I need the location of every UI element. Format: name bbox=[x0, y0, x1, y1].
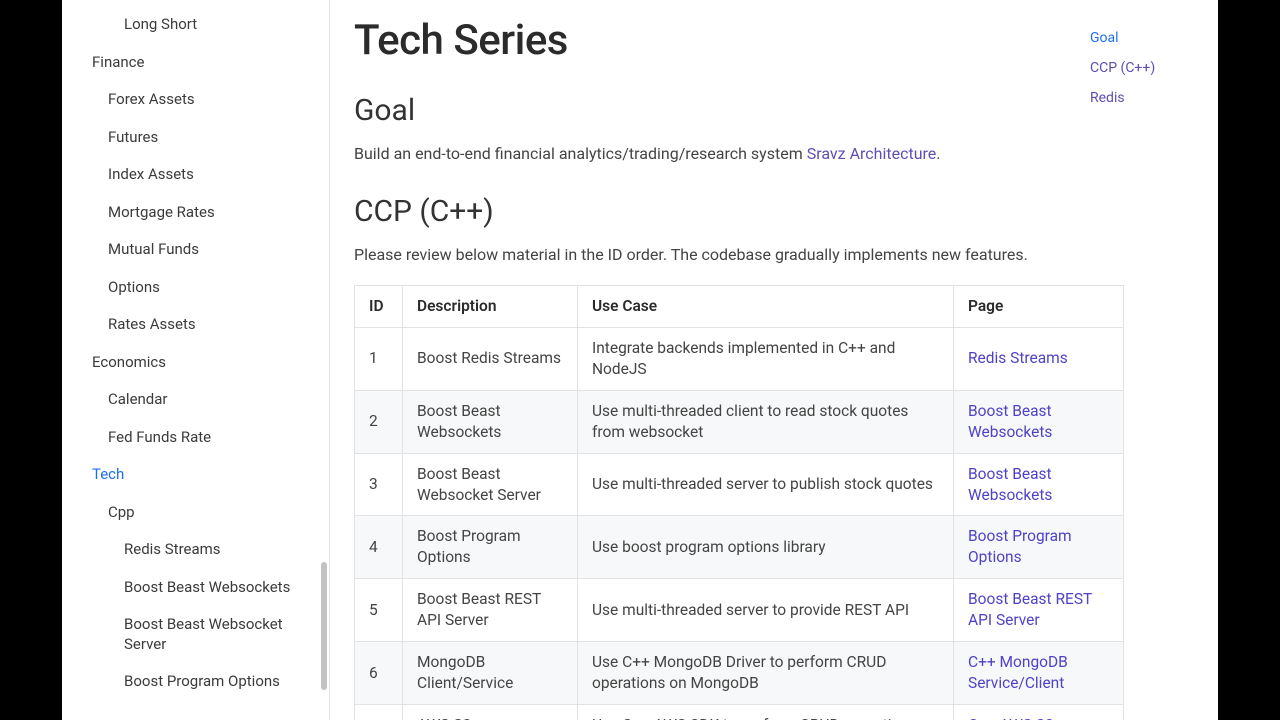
cell-id: 2 bbox=[355, 390, 403, 453]
col-description: Description bbox=[403, 286, 578, 328]
sravz-architecture-link[interactable]: Sravz Architecture bbox=[807, 144, 937, 163]
sidebar-item-mortgage-rates[interactable]: Mortgage Rates bbox=[62, 194, 329, 232]
cell-use-case: Use multi-threaded server to publish sto… bbox=[578, 453, 954, 516]
sidebar-item-options[interactable]: Options bbox=[62, 269, 329, 307]
sidebar-item-boost-program-options[interactable]: Boost Program Options bbox=[62, 663, 329, 701]
page-link[interactable]: Boost Beast REST API Server bbox=[968, 590, 1092, 629]
page-link[interactable]: C++ AWS S3 Service/Client bbox=[968, 716, 1064, 720]
sidebar-item-boost-beast-websockets[interactable]: Boost Beast Websockets bbox=[62, 569, 329, 607]
toc-link-goal[interactable]: Goal bbox=[1090, 30, 1200, 46]
cell-use-case: Integrate backends implemented in C++ an… bbox=[578, 327, 954, 390]
sidebar-item-tech[interactable]: Tech bbox=[62, 456, 329, 494]
goal-paragraph: Build an end-to-end financial analytics/… bbox=[354, 142, 1124, 166]
toc-link-ccp-c-[interactable]: CCP (C++) bbox=[1090, 60, 1200, 76]
page-link[interactable]: Redis Streams bbox=[968, 349, 1068, 367]
col-use-case: Use Case bbox=[578, 286, 954, 328]
sidebar-scrollbar[interactable] bbox=[321, 562, 327, 690]
cell-description: MongoDB Client/Service bbox=[403, 642, 578, 705]
sidebar-item-redis-streams[interactable]: Redis Streams bbox=[62, 531, 329, 569]
cell-id: 7 bbox=[355, 704, 403, 720]
sidebar-item-fed-funds-rate[interactable]: Fed Funds Rate bbox=[62, 419, 329, 457]
sidebar-item-boost-beast-websocket-server[interactable]: Boost Beast Websocket Server bbox=[62, 606, 329, 663]
cell-use-case: Use C++ AWS SDK to perform CRUD operatio… bbox=[578, 704, 954, 720]
cell-description: Boost Beast Websockets bbox=[403, 390, 578, 453]
cell-id: 4 bbox=[355, 516, 403, 579]
cell-description: AWS S3 Client/Service bbox=[403, 704, 578, 720]
cell-use-case: Use boost program options library bbox=[578, 516, 954, 579]
ccp-intro: Please review below material in the ID o… bbox=[354, 243, 1124, 267]
cell-page: Boost Program Options bbox=[954, 516, 1124, 579]
cell-page: Boost Beast REST API Server bbox=[954, 579, 1124, 642]
col-page: Page bbox=[954, 286, 1124, 328]
table-row: 5Boost Beast REST API ServerUse multi-th… bbox=[355, 579, 1124, 642]
cell-id: 3 bbox=[355, 453, 403, 516]
page-link[interactable]: Boost Program Options bbox=[968, 527, 1072, 566]
table-row: 4Boost Program OptionsUse boost program … bbox=[355, 516, 1124, 579]
cell-id: 5 bbox=[355, 579, 403, 642]
cell-page: Boost Beast Websockets bbox=[954, 390, 1124, 453]
cell-use-case: Use multi-threaded server to provide RES… bbox=[578, 579, 954, 642]
sidebar-item-finance[interactable]: Finance bbox=[62, 44, 329, 82]
sidebar-nav: Long ShortFinanceForex AssetsFuturesInde… bbox=[62, 0, 330, 720]
ccp-table: ID Description Use Case Page 1Boost Redi… bbox=[354, 285, 1124, 720]
sidebar-item-rates-assets[interactable]: Rates Assets bbox=[62, 306, 329, 344]
table-row: 1Boost Redis StreamsIntegrate backends i… bbox=[355, 327, 1124, 390]
sidebar-item-forex-assets[interactable]: Forex Assets bbox=[62, 81, 329, 119]
cell-id: 6 bbox=[355, 642, 403, 705]
sidebar-item-index-assets[interactable]: Index Assets bbox=[62, 156, 329, 194]
main-content: Tech Series Goal Build an end-to-end fin… bbox=[330, 0, 1218, 720]
page-link[interactable]: C++ MongoDB Service/Client bbox=[968, 653, 1068, 692]
sidebar-item-mutual-funds[interactable]: Mutual Funds bbox=[62, 231, 329, 269]
cell-use-case: Use multi-threaded client to read stock … bbox=[578, 390, 954, 453]
cell-page: Redis Streams bbox=[954, 327, 1124, 390]
section-ccp-heading: CCP (C++) bbox=[354, 194, 1124, 229]
sidebar-item-calendar[interactable]: Calendar bbox=[62, 381, 329, 419]
page-title: Tech Series bbox=[354, 16, 1124, 65]
table-row: 3Boost Beast Websocket ServerUse multi-t… bbox=[355, 453, 1124, 516]
cell-page: C++ AWS S3 Service/Client bbox=[954, 704, 1124, 720]
cell-page: C++ MongoDB Service/Client bbox=[954, 642, 1124, 705]
toc-link-redis[interactable]: Redis bbox=[1090, 90, 1200, 106]
section-goal-heading: Goal bbox=[354, 93, 1124, 128]
sidebar-item-economics[interactable]: Economics bbox=[62, 344, 329, 382]
table-header-row: ID Description Use Case Page bbox=[355, 286, 1124, 328]
cell-use-case: Use C++ MongoDB Driver to perform CRUD o… bbox=[578, 642, 954, 705]
table-row: 7AWS S3 Client/ServiceUse C++ AWS SDK to… bbox=[355, 704, 1124, 720]
cell-description: Boost Program Options bbox=[403, 516, 578, 579]
goal-text-before: Build an end-to-end financial analytics/… bbox=[354, 144, 807, 163]
page-link[interactable]: Boost Beast Websockets bbox=[968, 402, 1052, 441]
cell-description: Boost Beast Websocket Server bbox=[403, 453, 578, 516]
cell-description: Boost Beast REST API Server bbox=[403, 579, 578, 642]
sidebar-item-long-short[interactable]: Long Short bbox=[62, 6, 329, 44]
sidebar-item-cpp[interactable]: Cpp bbox=[62, 494, 329, 532]
col-id: ID bbox=[355, 286, 403, 328]
table-row: 6MongoDB Client/ServiceUse C++ MongoDB D… bbox=[355, 642, 1124, 705]
cell-id: 1 bbox=[355, 327, 403, 390]
sidebar-item-futures[interactable]: Futures bbox=[62, 119, 329, 157]
goal-text-after: . bbox=[936, 144, 940, 163]
page-toc: Goal CCP (C++) Redis bbox=[1090, 30, 1200, 120]
page-link[interactable]: Boost Beast Websockets bbox=[968, 465, 1052, 504]
table-row: 2Boost Beast WebsocketsUse multi-threade… bbox=[355, 390, 1124, 453]
cell-page: Boost Beast Websockets bbox=[954, 453, 1124, 516]
cell-description: Boost Redis Streams bbox=[403, 327, 578, 390]
app-viewport: Long ShortFinanceForex AssetsFuturesInde… bbox=[62, 0, 1218, 720]
